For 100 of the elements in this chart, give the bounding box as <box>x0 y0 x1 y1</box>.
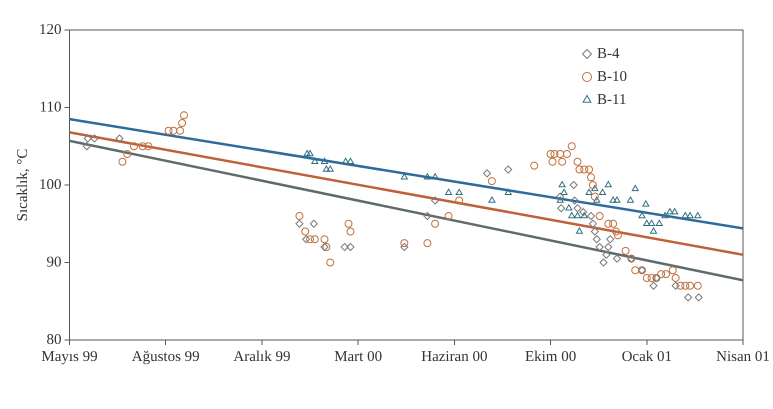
point <box>144 142 152 150</box>
point <box>326 166 334 172</box>
point <box>504 188 512 195</box>
point <box>606 235 614 244</box>
point <box>346 158 354 164</box>
point <box>295 220 304 228</box>
point <box>400 243 408 251</box>
point <box>546 150 555 158</box>
point <box>556 192 564 201</box>
point <box>178 119 186 127</box>
point <box>123 150 132 158</box>
point <box>686 212 694 218</box>
point <box>423 239 432 248</box>
point <box>682 212 689 218</box>
point <box>586 173 595 182</box>
point <box>400 173 408 180</box>
point <box>574 204 582 212</box>
point <box>604 220 612 228</box>
point <box>592 235 601 244</box>
point <box>306 235 314 244</box>
x-tick-label: Ağustos 99 <box>132 348 200 365</box>
point <box>590 228 599 236</box>
point <box>320 235 328 244</box>
point <box>530 162 538 170</box>
point <box>694 212 702 218</box>
point <box>295 212 304 220</box>
y-tick-label: 90 <box>46 254 62 270</box>
point <box>562 150 571 158</box>
point <box>138 142 147 150</box>
point <box>671 208 678 214</box>
point <box>445 188 452 195</box>
point <box>311 158 318 164</box>
point <box>586 212 595 220</box>
point <box>346 228 354 236</box>
point <box>423 212 432 220</box>
point <box>638 212 646 218</box>
point <box>504 166 512 174</box>
y-axis-title: Sıcaklık, °C <box>14 148 31 222</box>
y-tick-label: 100 <box>39 176 62 193</box>
point <box>116 134 124 142</box>
point <box>588 220 597 228</box>
point <box>310 220 318 228</box>
point <box>596 243 604 251</box>
point <box>585 166 594 174</box>
point <box>610 196 617 203</box>
legend-label: B-4 <box>597 46 620 62</box>
point <box>575 166 584 174</box>
point <box>580 212 588 218</box>
point <box>622 246 630 255</box>
point <box>557 204 566 212</box>
point <box>488 196 496 203</box>
legend-label: B-11 <box>597 92 626 108</box>
x-tick-label: Ocak 01 <box>622 348 672 365</box>
point <box>626 196 634 203</box>
point <box>586 188 593 195</box>
point <box>118 158 126 166</box>
point <box>631 266 640 274</box>
point <box>642 200 650 207</box>
point <box>556 196 564 203</box>
point <box>574 158 582 166</box>
point <box>130 142 138 150</box>
point <box>576 228 583 234</box>
point <box>326 258 334 266</box>
point <box>612 254 621 263</box>
point <box>599 258 608 266</box>
x-tick-label: Nisan 01 <box>716 348 770 365</box>
point <box>648 274 656 282</box>
point <box>164 126 173 135</box>
y-tick-label: 120 <box>39 22 62 38</box>
point <box>550 150 558 158</box>
y-tick-label: 110 <box>40 99 62 116</box>
point <box>588 181 597 189</box>
point <box>694 293 703 302</box>
point <box>169 126 178 135</box>
point <box>304 150 311 156</box>
point <box>320 158 328 164</box>
point <box>668 266 677 274</box>
point <box>306 150 314 156</box>
point <box>604 243 612 251</box>
point <box>632 184 639 192</box>
point <box>642 274 651 282</box>
point <box>424 173 431 180</box>
point <box>310 235 319 244</box>
point <box>455 196 464 204</box>
point <box>579 208 588 216</box>
point <box>666 208 674 214</box>
point <box>342 158 350 164</box>
point <box>672 282 680 290</box>
point <box>662 270 670 278</box>
point <box>580 166 588 174</box>
point <box>609 220 618 228</box>
point <box>346 243 354 251</box>
point <box>556 150 564 158</box>
point <box>602 250 610 259</box>
point <box>590 192 599 201</box>
point <box>488 177 496 186</box>
point <box>681 282 690 290</box>
point <box>483 169 492 178</box>
point <box>431 220 440 228</box>
x-tick-label: Aralık 99 <box>233 348 290 365</box>
